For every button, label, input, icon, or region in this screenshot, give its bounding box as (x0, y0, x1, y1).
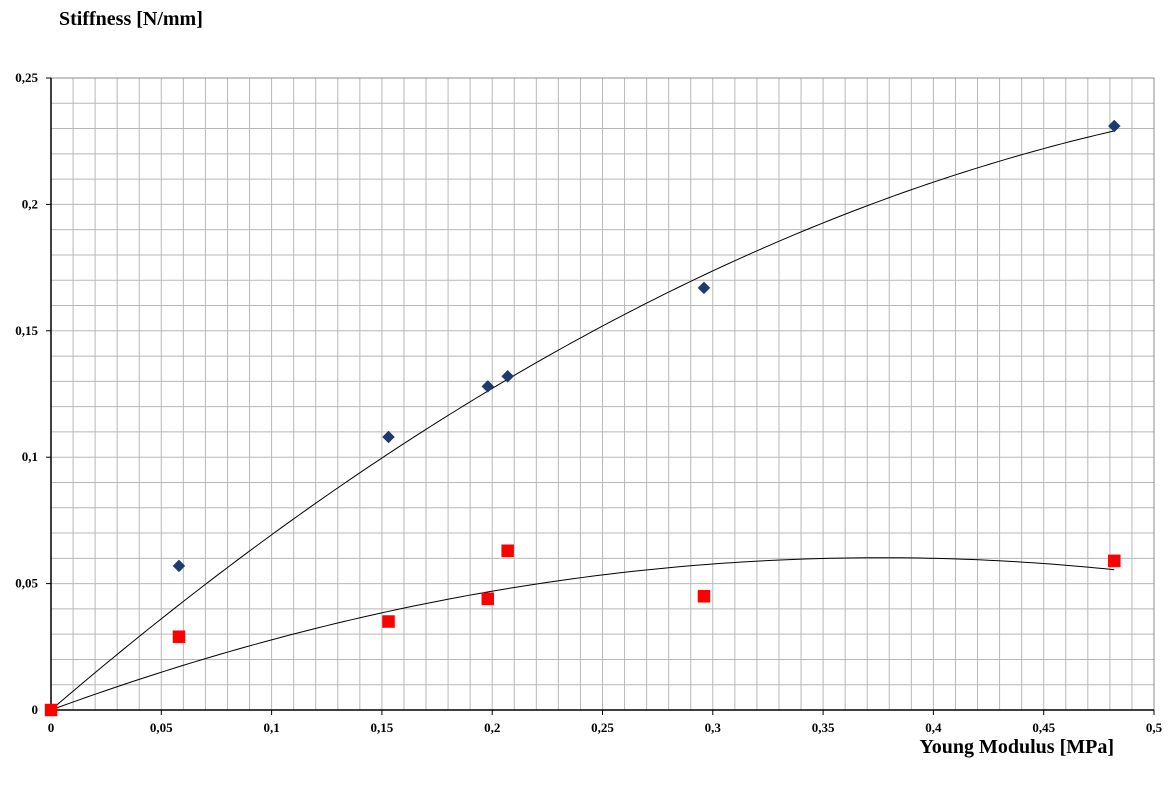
grid (51, 78, 1154, 710)
y-tick-label: 0,05 (15, 576, 38, 591)
x-tick-label: 0,05 (150, 720, 173, 735)
x-tick-label: 0,35 (812, 720, 835, 735)
y-tick-label: 0,15 (15, 323, 38, 338)
data-point-series-2 (382, 615, 395, 628)
x-tick-label: 0,1 (263, 720, 279, 735)
x-tick-label: 0,4 (925, 720, 942, 735)
data-point-series-1 (1107, 119, 1121, 133)
data-point-series-2 (172, 630, 186, 643)
data-point-series-2 (481, 592, 495, 606)
data-point-series-1 (697, 281, 711, 295)
y-tick-label: 0,1 (22, 449, 38, 464)
y-tick-label: 0 (32, 702, 39, 717)
data-point-series-2 (44, 703, 58, 717)
data-point-series-2 (1108, 554, 1121, 568)
x-axis-label: Young Modulus [MPa] (919, 736, 1114, 758)
tick-labels: 0 0,05 0,1 0,15 0,2 0,25 0,3 0,35 0,4 0,45 0,5 0 0,0… (15, 70, 1162, 735)
y-tick-label: 0,25 (15, 70, 38, 85)
x-tick-label: 0,5 (1146, 720, 1163, 735)
x-tick-label: 0,2 (484, 720, 500, 735)
data-point-series-1 (481, 380, 495, 393)
x-tick-label: 0,45 (1032, 720, 1055, 735)
data-point-series-2 (501, 544, 514, 557)
trendline-series-1 (50, 130, 1115, 711)
trendlines (50, 130, 1115, 711)
data-point-series-1 (501, 369, 514, 383)
data-points (44, 119, 1121, 717)
x-tick-label: 0,3 (705, 720, 722, 735)
y-axis-label: Stiffness [N/mm] (59, 8, 203, 30)
data-point-series-2 (697, 589, 711, 603)
axes (46, 77, 1155, 715)
x-tick-label: 0 (48, 720, 55, 735)
y-tick-label: 0,2 (22, 196, 38, 211)
data-point-series-1 (172, 559, 186, 573)
trendline-series-2 (50, 557, 1115, 711)
x-tick-label: 0,25 (591, 720, 614, 735)
data-point-series-1 (382, 430, 395, 444)
x-tick-label: 0,15 (371, 720, 394, 735)
